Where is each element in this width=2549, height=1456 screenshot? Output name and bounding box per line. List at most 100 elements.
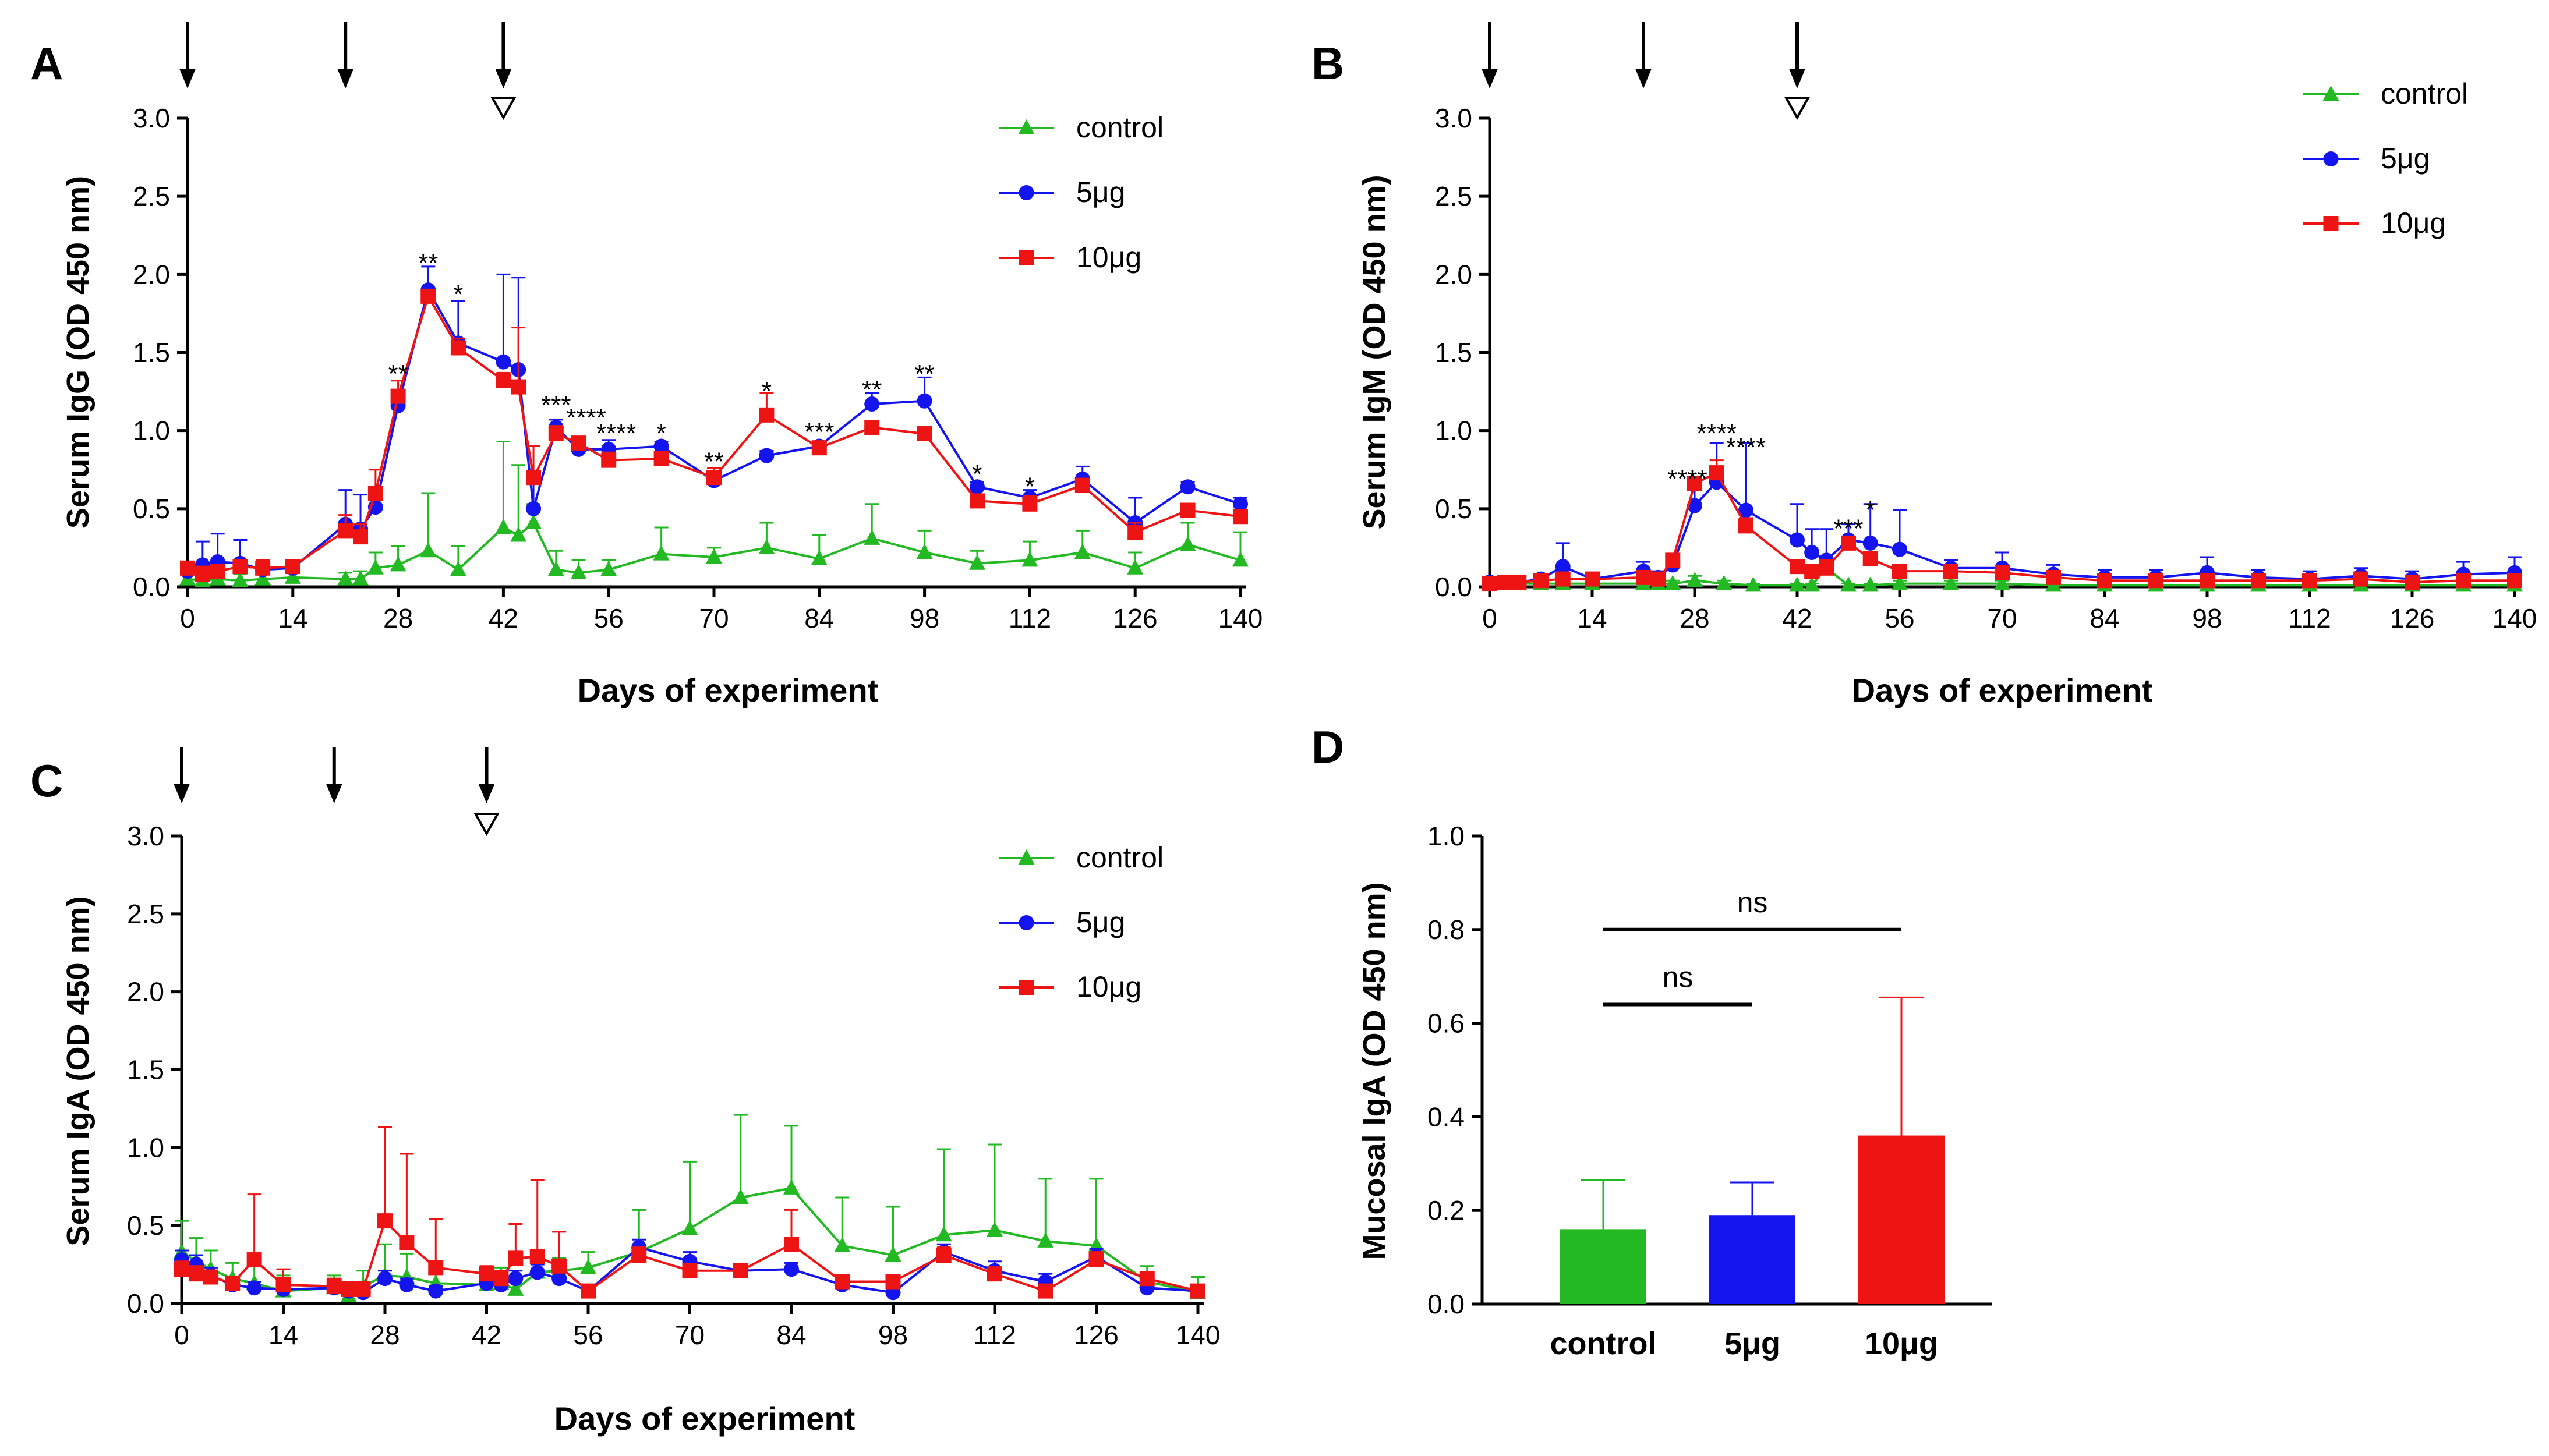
data-point xyxy=(1533,573,1549,589)
data-point xyxy=(2148,573,2163,589)
x-tick-label: 84 xyxy=(2090,603,2119,633)
data-point xyxy=(681,1220,698,1235)
y-tick-label: 2.5 xyxy=(1435,181,1472,211)
panel-a-legend: control 5μg 10μg xyxy=(1076,111,1164,274)
data-point xyxy=(987,1221,1003,1237)
immunization-arrowhead xyxy=(1789,69,1805,88)
immunization-arrowhead xyxy=(337,69,354,88)
data-point xyxy=(864,396,880,412)
data-point xyxy=(885,1246,901,1262)
significance-stars: *** xyxy=(804,417,834,446)
data-point xyxy=(353,529,369,545)
data-point xyxy=(581,1283,596,1299)
y-tick-label: 1.0 xyxy=(127,1132,164,1163)
immunization-arrowhead xyxy=(174,784,190,803)
panel-a-legend-control: control xyxy=(1076,111,1164,144)
data-point xyxy=(970,479,985,495)
data-point xyxy=(352,570,369,586)
y-tick-label: 1.0 xyxy=(133,416,170,446)
data-point xyxy=(758,539,775,554)
data-point xyxy=(255,560,271,576)
data-point xyxy=(428,1283,444,1299)
data-point xyxy=(450,561,466,576)
data-point xyxy=(1994,575,2010,590)
data-point xyxy=(2405,574,2420,590)
data-point xyxy=(1789,576,1805,592)
data-point xyxy=(1038,1283,1053,1299)
data-point xyxy=(600,561,617,576)
data-point xyxy=(510,526,527,542)
y-tick-label: 2.0 xyxy=(1435,259,1472,289)
y-tick-label: 0.6 xyxy=(1427,1008,1465,1039)
data-point xyxy=(653,438,669,454)
data-point xyxy=(367,486,383,501)
data-point xyxy=(969,554,985,570)
series-10ug xyxy=(1482,459,2522,591)
y-tick-label: 1.0 xyxy=(1427,821,1465,851)
data-point xyxy=(254,570,271,586)
panel-b-ylabel: Serum IgM (OD 450 nm) xyxy=(1357,175,1392,529)
data-point xyxy=(508,1271,524,1287)
significance-stars: **** xyxy=(1667,465,1707,493)
y-tick-label: 2.5 xyxy=(133,181,170,211)
data-point xyxy=(1127,559,1144,575)
significance-stars: * xyxy=(1865,496,1875,525)
data-point xyxy=(1233,496,1248,512)
y-tick-label: 2.5 xyxy=(127,899,164,929)
data-point xyxy=(285,559,300,575)
data-point xyxy=(246,1252,262,1268)
series-10ug xyxy=(174,1126,1205,1299)
bar-5ug xyxy=(1709,1215,1795,1304)
data-point xyxy=(759,448,775,463)
data-point xyxy=(1995,565,2010,580)
panel-d-letter: D xyxy=(1311,721,1344,773)
data-point xyxy=(2507,573,2522,589)
y-tick-label: 0.0 xyxy=(127,1288,164,1319)
x-tick-label: 56 xyxy=(594,603,624,633)
data-point xyxy=(1804,564,1820,579)
x-tick-label: 14 xyxy=(1577,603,1607,633)
panel-c-ylabel: Serum IgA (OD 450 nm) xyxy=(61,896,96,1246)
y-tick-label: 0.5 xyxy=(1435,494,1472,524)
panel-a-chart: A Days of experiment Serum IgG (OD 450 n… xyxy=(30,22,1263,708)
panel-a-legend-10ug: 10μg xyxy=(1076,241,1141,274)
data-point xyxy=(1482,576,1497,591)
x-tick-label: 126 xyxy=(1113,603,1158,633)
significance-stars: ** xyxy=(914,360,934,388)
data-point xyxy=(631,1248,647,1263)
data-point xyxy=(1021,551,1038,567)
data-point xyxy=(706,548,722,564)
data-point xyxy=(420,542,437,558)
data-point xyxy=(1804,576,1820,592)
data-point xyxy=(1190,1283,1205,1299)
y-tick-label: 0.5 xyxy=(127,1210,164,1241)
x-tick-label: 70 xyxy=(675,1320,705,1350)
challenge-triangle-marker xyxy=(1784,97,1811,121)
panel-b-chart: B Days of experiment Serum IgM (OD 450 n… xyxy=(1311,22,2537,708)
legend-marker-10ug xyxy=(1019,980,1034,995)
legend-marker-5ug xyxy=(1019,915,1034,930)
significance-stars: * xyxy=(453,280,463,309)
panel-b-legend: control 5μg 10μg xyxy=(2381,77,2468,239)
data-point xyxy=(529,1264,545,1280)
bar-10ug xyxy=(1858,1135,1945,1304)
data-point xyxy=(1074,543,1091,559)
data-point xyxy=(1892,541,1907,557)
data-point xyxy=(1074,477,1090,493)
panel-c-chart: C Days of experiment Serum IgA (OD 450 n… xyxy=(30,747,1220,1437)
panel-b-legend-control: control xyxy=(2381,77,2468,110)
data-point xyxy=(246,1280,262,1296)
data-point xyxy=(2046,569,2061,585)
data-point xyxy=(811,550,828,565)
data-point xyxy=(1232,551,1249,567)
data-point xyxy=(341,1281,356,1297)
data-point xyxy=(377,1213,393,1229)
significance-stars: ** xyxy=(418,249,438,278)
data-point xyxy=(601,452,617,468)
data-point xyxy=(1790,559,1805,575)
panel-d-chart: D Mucosal IgA (OD 450 nm) 0.0 0.2 0.4 0.6 0.… xyxy=(1311,721,1992,1361)
data-point xyxy=(834,1237,851,1252)
significance-stars: ** xyxy=(862,375,882,404)
x-tick-label: 0 xyxy=(180,603,195,633)
